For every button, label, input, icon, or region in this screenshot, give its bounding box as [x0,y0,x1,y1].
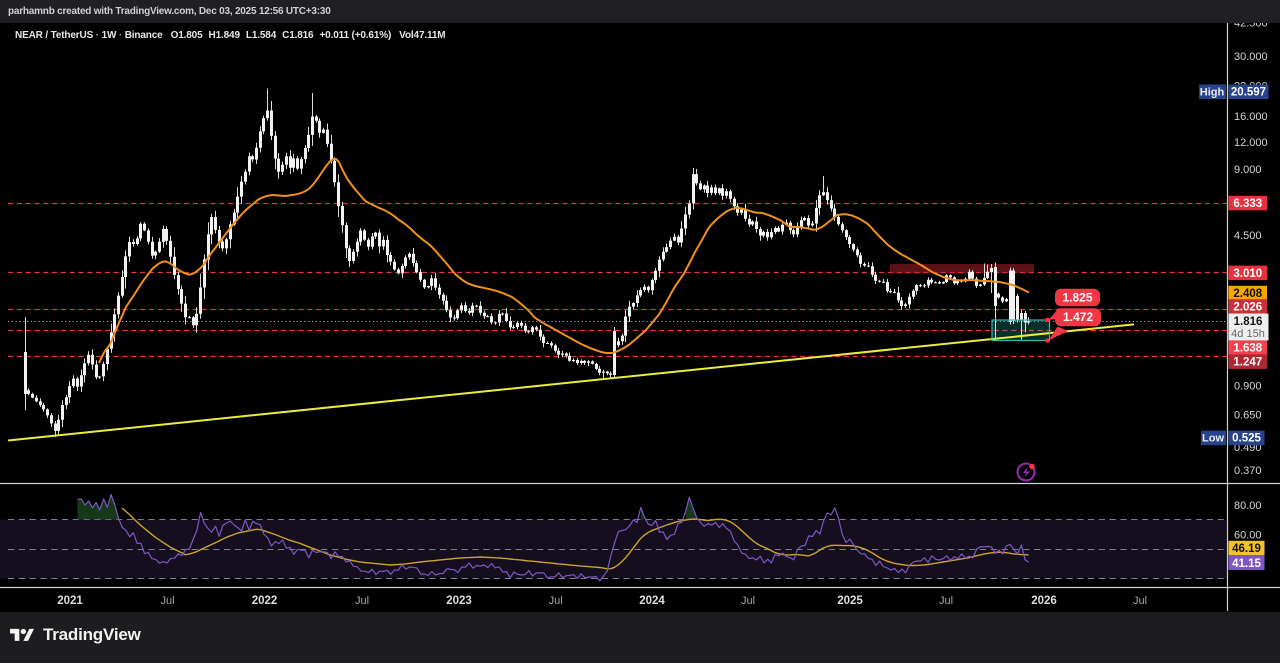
svg-text:Low: Low [1202,433,1224,445]
svg-text:0.900: 0.900 [1234,381,1262,393]
svg-text:Jul: Jul [1133,595,1147,607]
svg-text:NEAR / TetherUS · 1W · Binance: NEAR / TetherUS · 1W · Binance O1.805 H1.8… [15,30,445,41]
svg-text:3.010: 3.010 [1233,268,1262,280]
svg-text:12.000: 12.000 [1234,137,1268,149]
svg-text:0.650: 0.650 [1234,410,1262,422]
svg-text:1.472: 1.472 [1063,310,1093,324]
svg-text:Jul: Jul [939,595,953,607]
svg-text:16.000: 16.000 [1234,111,1268,123]
svg-text:2025: 2025 [837,595,863,607]
svg-text:2021: 2021 [57,595,83,607]
svg-text:1.638: 1.638 [1233,343,1262,355]
svg-text:Jul: Jul [549,595,563,607]
svg-text:Jul: Jul [741,595,755,607]
svg-text:0.370: 0.370 [1234,465,1262,477]
svg-text:2024: 2024 [639,595,665,607]
svg-text:0.525: 0.525 [1232,433,1261,445]
svg-text:9.000: 9.000 [1234,164,1262,176]
svg-text:2026: 2026 [1031,595,1057,607]
svg-text:30.000: 30.000 [1234,51,1268,63]
svg-text:2.408: 2.408 [1233,288,1262,300]
svg-text:2022: 2022 [252,595,278,607]
svg-text:Jul: Jul [355,595,369,607]
svg-text:60.00: 60.00 [1234,530,1262,542]
svg-text:1.247: 1.247 [1233,357,1262,369]
svg-text:6.333: 6.333 [1233,198,1262,210]
svg-text:1.825: 1.825 [1062,290,1092,304]
svg-text:2.026: 2.026 [1233,302,1262,314]
svg-text:4d 15h: 4d 15h [1231,328,1265,340]
svg-text:4.500: 4.500 [1234,230,1262,242]
svg-text:High: High [1200,87,1225,99]
svg-text:20.597: 20.597 [1231,87,1266,99]
svg-text:2023: 2023 [446,595,472,607]
svg-text:1.816: 1.816 [1234,316,1263,328]
svg-text:Jul: Jul [160,595,174,607]
svg-text:80.00: 80.00 [1234,500,1262,512]
svg-text:41.15: 41.15 [1232,558,1261,570]
svg-text:46.19: 46.19 [1232,543,1261,555]
